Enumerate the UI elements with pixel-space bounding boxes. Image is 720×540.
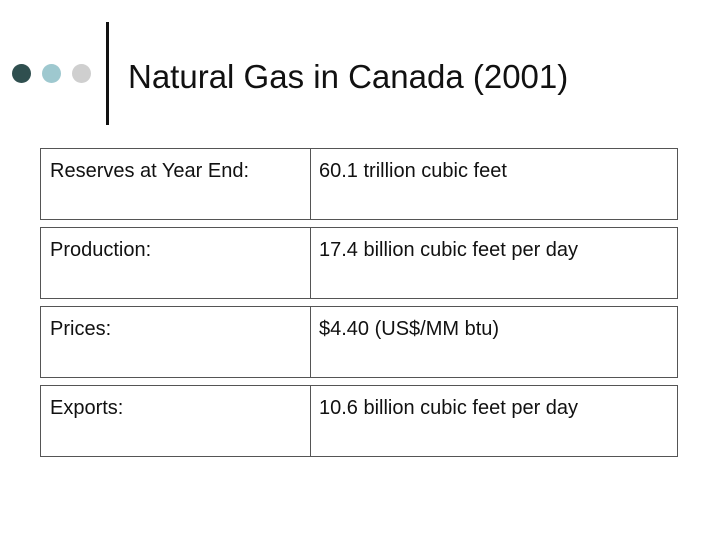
info-table: Reserves at Year End: 60.1 trillion cubi… bbox=[40, 148, 678, 464]
table-row-reserves: Reserves at Year End: 60.1 trillion cubi… bbox=[40, 148, 678, 220]
decorative-dot-gray bbox=[72, 64, 91, 83]
row-value: 17.4 billion cubic feet per day bbox=[319, 239, 579, 261]
table-row-production: Production: 17.4 billion cubic feet per … bbox=[40, 227, 678, 299]
row-label: Reserves at Year End: bbox=[50, 160, 250, 182]
row-label: Exports: bbox=[50, 397, 124, 419]
slide-title: Natural Gas in Canada (2001) bbox=[128, 58, 569, 95]
row-label: Production: bbox=[50, 239, 152, 261]
decorative-dot-dark bbox=[12, 64, 31, 83]
table-row-prices: Prices: $4.40 (US$/MM btu) bbox=[40, 306, 678, 378]
row-value: 10.6 billion cubic feet per day bbox=[319, 397, 579, 419]
decorative-dot-teal bbox=[42, 64, 61, 83]
row-value: $4.40 (US$/MM btu) bbox=[319, 318, 500, 340]
row-label: Prices: bbox=[50, 318, 112, 340]
title-divider-rule bbox=[106, 22, 109, 125]
row-value: 60.1 trillion cubic feet bbox=[319, 160, 507, 182]
table-row-exports: Exports: 10.6 billion cubic feet per day bbox=[40, 385, 678, 457]
